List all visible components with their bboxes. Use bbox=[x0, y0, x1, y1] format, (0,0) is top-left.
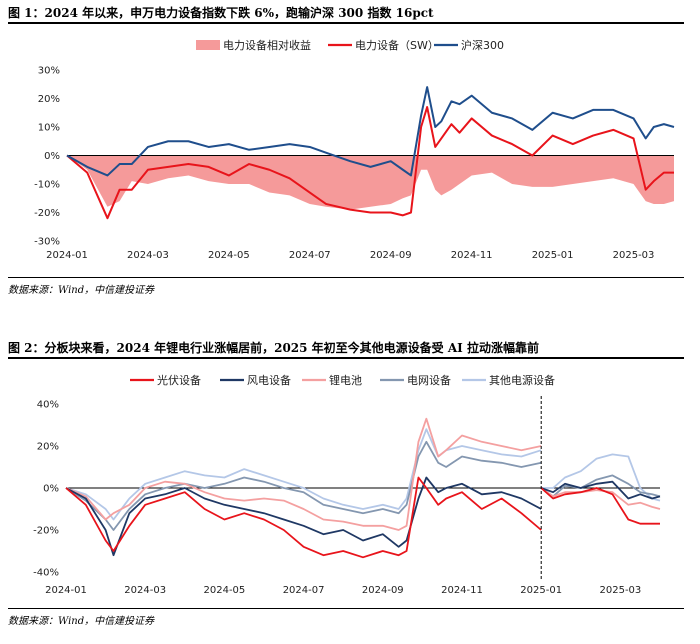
x-tick-label: 2024-11 bbox=[451, 250, 493, 261]
series-line-1-2025 bbox=[540, 480, 661, 500]
x-tick-label: 2024-09 bbox=[370, 250, 412, 261]
figure-1-source: 数据来源：Wind，中信建投证券 bbox=[8, 285, 155, 296]
series-line-3-2025 bbox=[540, 474, 661, 498]
legend-label: 光伏设备 bbox=[157, 373, 201, 387]
figure-1-chart: 电力设备相对收益 电力设备（SW） 沪深300 -30% -20% -10% 0% 10% 20… bbox=[34, 38, 675, 261]
legend-label: 锂电池 bbox=[329, 373, 362, 387]
series-line-0-2024 bbox=[65, 476, 542, 559]
x-tick-label: 2025-01 bbox=[532, 250, 574, 261]
legend-label: 电力设备相对收益 bbox=[223, 38, 311, 52]
legend-label: 其他电源设备 bbox=[489, 373, 555, 387]
x-tick-label: 2024-07 bbox=[289, 250, 331, 261]
figure-2-chart: 光伏设备 风电设备 锂电池 电网设备 其他电源设备 -40% -20% 0% 20% 40% 202… bbox=[33, 373, 661, 596]
x-tick-label: 2025-03 bbox=[600, 585, 642, 596]
series-line-0-2025 bbox=[540, 487, 660, 525]
x-tick-label: 2024-03 bbox=[124, 585, 166, 596]
series-area-relative-return bbox=[67, 155, 674, 210]
x-tick-label: 2024-11 bbox=[441, 585, 483, 596]
y-tick-label: 30% bbox=[38, 66, 60, 77]
y-tick-label: 40% bbox=[37, 400, 59, 411]
x-tick-label: 2024-09 bbox=[362, 585, 404, 596]
y-tick-label: 0% bbox=[43, 484, 59, 495]
x-tick-label: 2024-01 bbox=[45, 585, 87, 596]
figure-2-title: 图 2：分板块来看，2024 年锂电行业涨幅居前，2025 年初至今其他电源设备… bbox=[8, 341, 539, 355]
series-line-2-2024 bbox=[65, 417, 542, 531]
y-tick-label: -40% bbox=[33, 568, 59, 579]
y-tick-label: -10% bbox=[34, 180, 60, 191]
x-tick-label: 2024-07 bbox=[283, 585, 325, 596]
y-tick-label: 20% bbox=[38, 94, 60, 105]
legend-swatch-relative-return bbox=[196, 40, 220, 50]
series-line-power-equipment bbox=[66, 106, 674, 220]
y-tick-label: 10% bbox=[38, 123, 60, 134]
series-line-csi300 bbox=[66, 86, 675, 177]
y-tick-label: -30% bbox=[34, 237, 60, 248]
figure-2-bottom-rule bbox=[8, 608, 684, 609]
figure-1-bottom-rule bbox=[8, 277, 684, 278]
series-line-4-2024 bbox=[65, 428, 542, 521]
figure-1-top-rule bbox=[8, 22, 684, 24]
x-tick-label: 2024-01 bbox=[46, 250, 88, 261]
x-tick-label: 2024-03 bbox=[127, 250, 169, 261]
legend-label: 电网设备 bbox=[407, 373, 451, 387]
legend-label: 电力设备（SW） bbox=[355, 38, 439, 52]
figure-2-top-rule bbox=[8, 357, 684, 359]
legend-label: 沪深300 bbox=[461, 38, 504, 52]
x-tick-label: 2024-05 bbox=[204, 585, 246, 596]
y-tick-label: -20% bbox=[34, 208, 60, 219]
legend-label: 风电设备 bbox=[247, 373, 291, 387]
y-tick-label: 20% bbox=[37, 442, 59, 453]
y-tick-label: 0% bbox=[44, 151, 60, 162]
x-tick-label: 2025-01 bbox=[520, 585, 562, 596]
figure-1-title: 图 1：2024 年以来，申万电力设备指数下跌 6%，跑输沪深 300 指数 1… bbox=[8, 6, 434, 20]
y-tick-label: -20% bbox=[33, 526, 59, 537]
x-tick-label: 2025-03 bbox=[613, 250, 655, 261]
figure-2-source: 数据来源：Wind，中信建投证券 bbox=[8, 616, 155, 627]
series-line-1-2024 bbox=[65, 476, 542, 557]
x-tick-label: 2024-05 bbox=[208, 250, 250, 261]
series-line-3-2024 bbox=[65, 440, 542, 531]
